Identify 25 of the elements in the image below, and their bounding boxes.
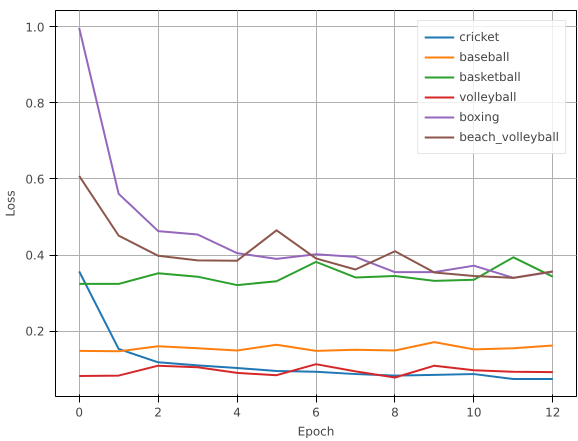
- line-series: [78, 174, 554, 279]
- y-axis-title: Loss: [3, 190, 18, 217]
- x-tick-label: 10: [466, 406, 482, 420]
- y-tick-label: 0.4: [25, 248, 45, 263]
- x-tick-label: 8: [391, 406, 399, 420]
- x-tick-label: 4: [233, 406, 241, 420]
- x-tick-label: 12: [545, 406, 560, 420]
- line-series: [78, 341, 554, 352]
- y-tick-label: 0.8: [25, 96, 45, 110]
- y-tick-label: 0.6: [25, 172, 45, 186]
- line-series: [78, 256, 554, 286]
- y-tick-label: 1.0: [25, 20, 45, 34]
- legend-label: boxing: [459, 110, 500, 124]
- legend-label: basketball: [459, 70, 521, 84]
- x-tick-label: 0: [75, 406, 84, 420]
- legend-label: beach_volleyball: [459, 130, 559, 144]
- x-tick-label: 2: [154, 406, 162, 420]
- legend-label: baseball: [459, 50, 510, 64]
- legend-label: cricket: [459, 30, 500, 44]
- x-tick-label: 6: [312, 406, 320, 420]
- x-axis-title: Epoch: [298, 424, 334, 438]
- line-series: [78, 363, 554, 378]
- line-series: [78, 270, 554, 380]
- y-tick-label: 0.2: [25, 324, 45, 339]
- legend-label: volleyball: [459, 90, 516, 104]
